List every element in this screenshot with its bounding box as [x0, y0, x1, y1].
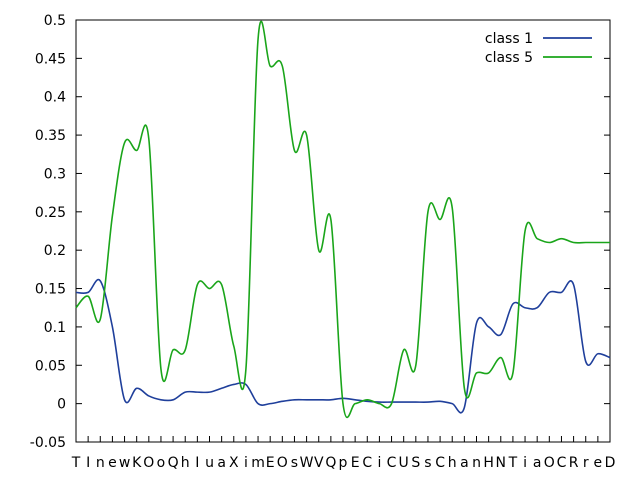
x-tick-label: R	[569, 455, 579, 471]
x-tick-label: E	[351, 455, 360, 471]
x-tick-label: V	[314, 455, 324, 471]
x-tick-label: w	[119, 455, 130, 471]
y-tick-label: 0.4	[44, 90, 66, 106]
x-tick-label: s	[291, 455, 298, 471]
x-tick-label: s	[424, 455, 431, 471]
legend-label: class 1	[485, 31, 533, 47]
y-tick-label: 0.15	[35, 282, 66, 298]
x-tick-label: n	[472, 455, 481, 471]
x-tick-label: Q	[325, 455, 336, 471]
x-tick-label: I	[195, 455, 199, 471]
x-tick-label: T	[71, 455, 81, 471]
x-tick-label: C	[557, 455, 567, 471]
x-tick-label: i	[523, 455, 527, 471]
x-tick-label: S	[411, 455, 420, 471]
x-tick-label: H	[483, 455, 494, 471]
x-tick-label: C	[387, 455, 397, 471]
x-tick-label: p	[339, 455, 348, 471]
legend: class 1 class 5	[485, 31, 592, 66]
x-tick-label: a	[217, 455, 226, 471]
x-tick-label: D	[605, 455, 616, 471]
y-tick-label: 0.5	[44, 13, 66, 29]
x-tick-label: a	[533, 455, 542, 471]
x-tick-label: I	[86, 455, 90, 471]
x-tick-label: W	[300, 455, 314, 471]
x-tick-label: O	[143, 455, 154, 471]
x-tick-label: u	[205, 455, 214, 471]
x-tick-label: C	[435, 455, 445, 471]
x-tick-label: h	[448, 455, 457, 471]
x-tick-label: h	[181, 455, 190, 471]
x-tick-label: r	[583, 455, 589, 471]
x-tick-label: a	[460, 455, 469, 471]
y-tick-label: 0.3	[44, 166, 66, 182]
y-tick-label: 0.25	[35, 205, 66, 221]
y-axis: -0.05 0 0.05 0.1 0.15 0.2 0.25 0.3 0.35 0.4 0.45 0.…	[30, 13, 610, 451]
x-tick-label: e	[594, 455, 603, 471]
series-layer	[75, 20, 611, 419]
x-tick-label: E	[266, 455, 275, 471]
plot-border	[75, 19, 611, 443]
x-tick-label: m	[251, 455, 265, 471]
legend-label: class 5	[485, 50, 533, 66]
x-tick-label: N	[496, 455, 506, 471]
x-tick-label: e	[108, 455, 117, 471]
y-tick-label: 0.35	[35, 128, 66, 144]
x-tick-label: X	[229, 455, 239, 471]
x-tick-label: Q	[168, 455, 179, 471]
x-tick-label: n	[96, 455, 105, 471]
x-tick-label: o	[157, 455, 166, 471]
y-tick-label: 0.1	[44, 320, 66, 336]
plot-frame	[75, 19, 611, 443]
y-tick-label: -0.05	[30, 435, 66, 451]
y-tick-label: 0.2	[44, 243, 66, 259]
y-tick-label: 0	[57, 397, 66, 413]
x-tick-label: i	[377, 455, 381, 471]
y-tick-label: 0.05	[35, 358, 66, 374]
x-tick-label: U	[399, 455, 409, 471]
x-tick-label: K	[132, 455, 142, 471]
series-line-class-5	[75, 20, 610, 419]
x-tick-label: T	[508, 455, 518, 471]
x-tick-label: C	[362, 455, 372, 471]
x-tick-label: i	[244, 455, 248, 471]
y-tick-label: 0.45	[35, 51, 66, 67]
x-tick-label: O	[277, 455, 288, 471]
x-tick-label: O	[544, 455, 555, 471]
